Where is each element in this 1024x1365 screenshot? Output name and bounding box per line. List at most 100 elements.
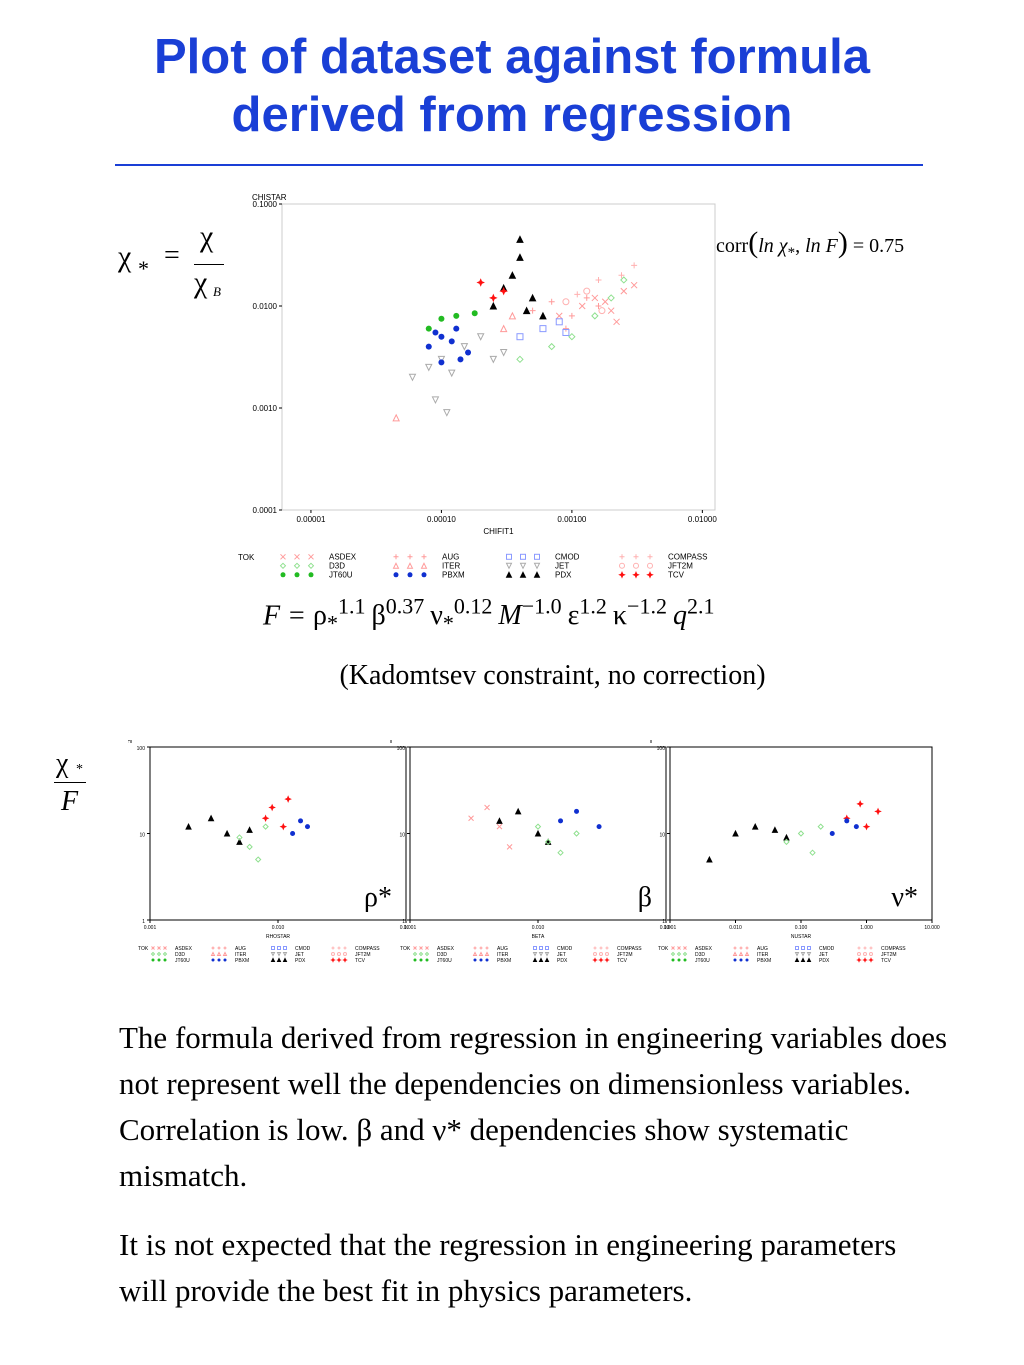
- legend-symbol: [857, 952, 861, 956]
- corr-arg1: ln χ: [758, 235, 788, 257]
- x-tick-label: 0.010: [272, 925, 285, 931]
- legend-symbol: [605, 952, 609, 956]
- legend-symbol: [677, 946, 681, 950]
- legend-symbol: [307, 562, 315, 570]
- legend-symbol: [800, 952, 806, 957]
- data-point: [223, 829, 231, 837]
- formula-term: β0.37: [371, 594, 424, 632]
- formula-term-base: M: [498, 600, 522, 632]
- legend-label: CMOD: [295, 946, 311, 952]
- legend-symbol: [520, 553, 526, 560]
- legend-symbol: [800, 957, 806, 962]
- data-point: [457, 356, 464, 363]
- corr-arg1-sub: *: [787, 245, 796, 261]
- x-axis-label: BETA: [532, 934, 545, 940]
- data-point: [246, 826, 253, 833]
- data-point: [496, 817, 503, 824]
- data-point: [298, 818, 304, 824]
- panel-annotation: ν*: [891, 882, 918, 913]
- legend-symbol: [336, 957, 342, 963]
- legend: TOK ASDEX AUG CMOD COMPASS D3D ITER JET JFT2M JT6…: [400, 946, 642, 964]
- legend-label: JT60U: [175, 958, 190, 964]
- data-point: [751, 823, 759, 830]
- legend-symbol: [605, 946, 609, 950]
- legend-label: JFT2M: [617, 952, 633, 958]
- formula-term: ε1.2: [567, 594, 607, 632]
- formula-term-base: q: [672, 600, 687, 632]
- legend-symbol: [343, 946, 347, 950]
- corr-arg2: ln F: [805, 235, 838, 257]
- legend-symbol: [473, 946, 477, 950]
- legend-label: JET: [295, 952, 304, 958]
- data-point: [591, 312, 599, 320]
- ratio-fraction-line: [54, 782, 86, 783]
- legend-symbol: [151, 946, 155, 950]
- legend-symbol: [412, 951, 418, 957]
- formula-lhs: F =: [263, 600, 306, 632]
- data-point: [438, 359, 445, 366]
- data-point: [279, 822, 288, 831]
- legend-symbol: [421, 572, 427, 578]
- data-point: [516, 333, 524, 341]
- legend-symbol: [619, 562, 625, 569]
- data-points: [468, 804, 602, 856]
- legend-label: TCV: [617, 958, 628, 964]
- data-point: [555, 318, 563, 326]
- legend-symbol: [280, 572, 286, 578]
- formula-term-base: ε: [567, 600, 580, 632]
- data-point: [460, 343, 469, 351]
- legend-symbol: [519, 571, 527, 578]
- legend-symbol: [676, 951, 682, 957]
- legend-symbol: [419, 958, 423, 962]
- data-point: [583, 287, 591, 295]
- data-point: [304, 824, 310, 830]
- data-point: [438, 333, 445, 340]
- legend: TOK ASDEX AUG CMOD COMPASS D3D ITER JET JFT2M JT6…: [658, 946, 906, 964]
- y-axis-label: HCHI: [128, 740, 132, 745]
- x-tick-label: 0.00100: [557, 515, 586, 524]
- legend-symbol: [217, 946, 221, 950]
- legend-symbol: [745, 946, 749, 950]
- legend-symbol: [308, 553, 314, 560]
- legend-label: JFT2M: [668, 562, 693, 571]
- data-point: [261, 814, 270, 823]
- legend-symbol: [544, 952, 550, 957]
- formula-term: κ−1.2: [613, 594, 667, 631]
- x-tick-label: 0.00010: [427, 515, 456, 524]
- y-axis-label: HCHI: [650, 740, 652, 745]
- legend-symbol: [484, 951, 490, 956]
- legend-symbol: [392, 562, 400, 569]
- legend-symbol: [283, 946, 287, 950]
- y-tick-label: 1: [402, 919, 405, 925]
- legend-symbol: [677, 958, 681, 962]
- legend-label: ASDEX: [437, 946, 455, 952]
- legend-symbol: [745, 958, 749, 962]
- data-point: [574, 291, 581, 298]
- legend-symbol: [682, 951, 688, 957]
- chi-def-den: χ: [194, 266, 208, 299]
- legend-symbol: [857, 946, 861, 950]
- legend-symbol: [282, 957, 288, 962]
- legend-symbol: [532, 957, 538, 962]
- data-point: [595, 303, 602, 309]
- legend-symbol: [413, 946, 417, 950]
- data-point: [598, 307, 606, 315]
- data-point: [534, 823, 542, 830]
- main-scatter-chart: 0.1000 0.0100 0.0010 0.0001 0.00001 0.00010 0.…: [238, 193, 717, 580]
- legend-label: ITER: [757, 952, 769, 958]
- data-point: [706, 855, 713, 863]
- data-point: [829, 831, 835, 836]
- legend-symbol: [539, 946, 543, 950]
- data-point: [499, 324, 508, 333]
- legend-label: COMPASS: [355, 946, 380, 952]
- plot-frame: [281, 203, 716, 511]
- legend-symbol: [794, 952, 800, 957]
- formula-term-base: β: [371, 600, 386, 632]
- data-point: [618, 272, 625, 279]
- corr-rhs: = 0.75: [852, 235, 905, 257]
- legend-symbol: [506, 553, 512, 560]
- data-point: [453, 325, 460, 332]
- data-point: [595, 276, 602, 283]
- formula-term-base: ν: [430, 600, 443, 632]
- legend-symbol: [424, 951, 430, 957]
